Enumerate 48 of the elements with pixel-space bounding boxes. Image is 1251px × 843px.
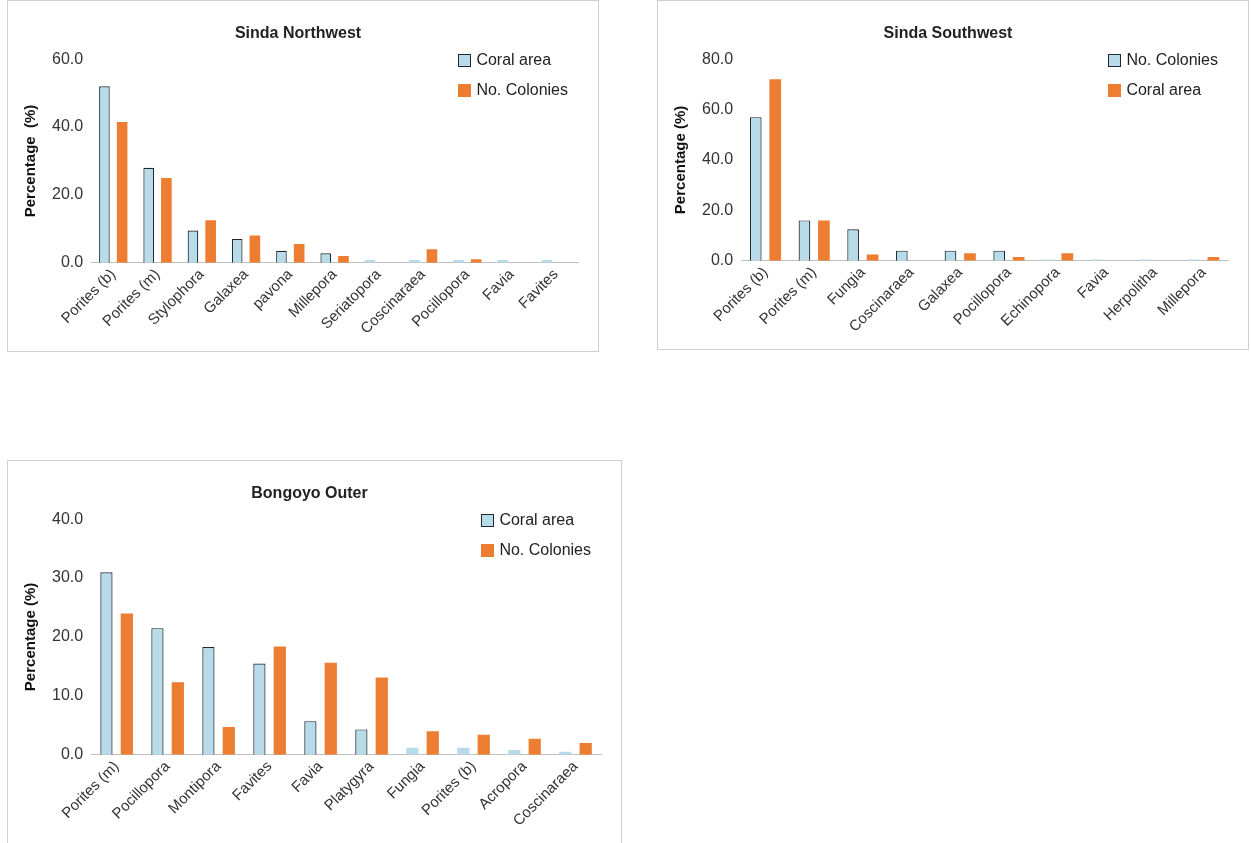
bar	[769, 79, 782, 261]
bar	[964, 253, 976, 261]
y-tick-label: 60.0	[52, 49, 84, 67]
bar	[579, 742, 592, 755]
bar	[426, 249, 438, 263]
legend-label: No. Colonies	[476, 81, 568, 99]
y-tick-label: 40.0	[52, 117, 84, 135]
y-tick-label: 40.0	[702, 150, 734, 168]
bar	[161, 177, 172, 263]
legend-label: Coral area	[476, 51, 552, 69]
y-tick-label: 20.0	[52, 627, 84, 645]
y-tick-label: 40.0	[52, 509, 84, 527]
y-tick-label: 20.0	[52, 185, 84, 203]
y-axis-title: Percentage (%)	[671, 105, 689, 215]
bar	[273, 646, 286, 755]
y-tick-label: 0.0	[60, 745, 84, 763]
bar	[120, 613, 133, 755]
bar	[171, 682, 184, 755]
legend-label: No. Colonies	[499, 541, 591, 559]
bar	[426, 731, 439, 755]
legend-label: Coral area	[499, 511, 575, 529]
bar	[324, 662, 337, 755]
bar	[818, 220, 830, 261]
bar	[293, 244, 305, 263]
bar	[205, 220, 216, 263]
y-tick-label: 80.0	[702, 49, 734, 67]
y-tick-label: 0.0	[60, 253, 84, 271]
y-tick-label: 0.0	[710, 251, 734, 269]
bar	[338, 255, 349, 263]
y-tick-label: 60.0	[702, 99, 734, 117]
y-tick-label: 30.0	[52, 568, 84, 586]
chart-title: Sinda Southwest	[883, 24, 1014, 42]
bar	[249, 235, 261, 263]
bar	[470, 259, 482, 263]
chart-title: Sinda Northwest	[234, 24, 362, 42]
bar	[1061, 253, 1074, 261]
y-axis-title: Percentage (%)	[21, 104, 39, 218]
bar	[477, 734, 490, 755]
y-tick-label: 10.0	[52, 686, 84, 704]
legend-label: No. Colonies	[1126, 51, 1218, 69]
y-axis-title: Percentage (%)	[21, 582, 39, 692]
chart-title: Bongoyo Outer	[251, 484, 368, 502]
bar	[222, 727, 235, 755]
bar	[116, 121, 128, 263]
bar	[375, 677, 388, 755]
bar	[528, 738, 541, 755]
y-tick-label: 20.0	[702, 200, 734, 218]
legend-label: Coral area	[1126, 81, 1202, 99]
